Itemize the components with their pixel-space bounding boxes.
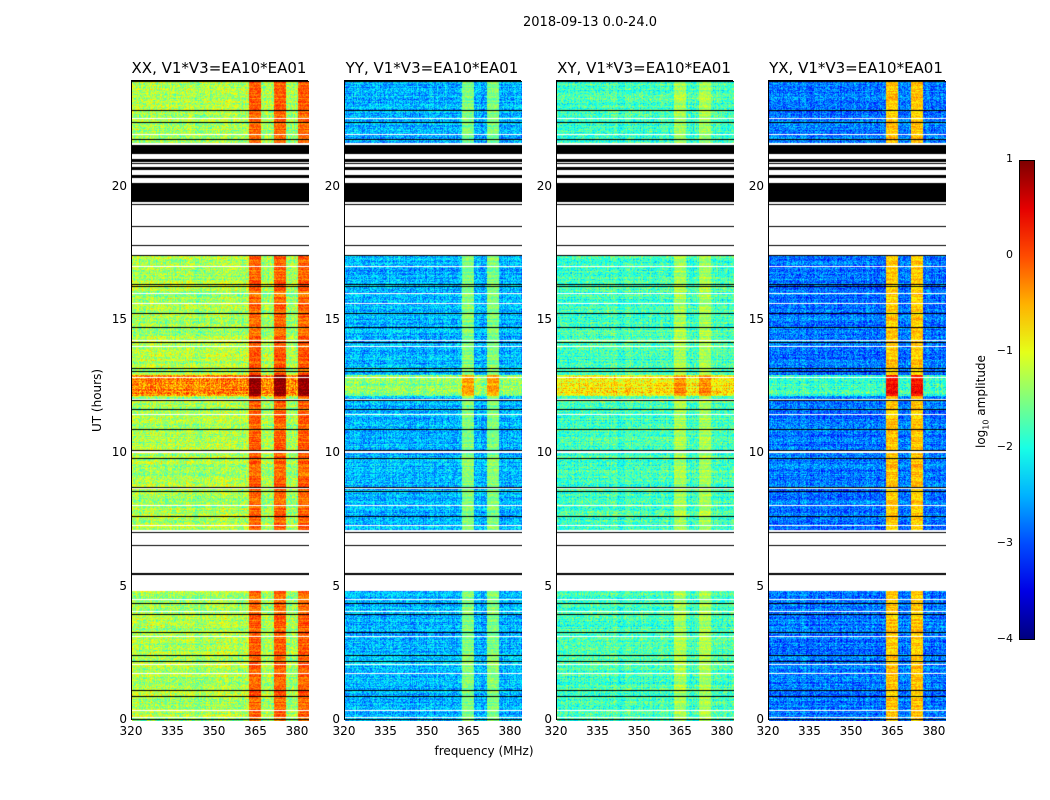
heatmap-panel xyxy=(556,80,734,721)
x-tick-label: 320 xyxy=(119,724,143,738)
panel-title: YY, V1*V3=EA10*EA01 xyxy=(345,59,519,77)
x-tick-label: 350 xyxy=(627,724,651,738)
y-tick-label: 10 xyxy=(536,445,552,460)
y-tick-label: 15 xyxy=(748,312,764,326)
y-tick-label: 0 xyxy=(119,712,127,726)
x-tick-label: 335 xyxy=(586,724,609,738)
x-tick-label: 335 xyxy=(374,724,397,738)
x-tick-label: 380 xyxy=(922,724,946,738)
heatmap-panel xyxy=(344,80,522,721)
y-tick-label: 20 xyxy=(324,178,340,193)
y-tick-label: 5 xyxy=(756,578,764,593)
panel-title: XY, V1*V3=EA10*EA01 xyxy=(557,59,731,77)
x-tick-label: 365 xyxy=(669,724,692,738)
x-axis-label: frequency (MHz) xyxy=(434,744,534,758)
heatmap-panel xyxy=(131,80,309,721)
colorbar-tick-label: −3 xyxy=(996,536,1013,549)
colorbar-tick-label: −1 xyxy=(996,344,1013,357)
x-tick-label: 320 xyxy=(544,724,568,738)
y-tick-label: 15 xyxy=(324,312,340,326)
x-tick-label: 380 xyxy=(710,724,734,738)
y-tick-label: 10 xyxy=(324,445,340,460)
heatmap-cells xyxy=(132,81,309,721)
colorbar-tick-label: −4 xyxy=(996,632,1013,645)
heatmap-cells xyxy=(769,81,946,721)
y-tick-label: 5 xyxy=(119,578,127,593)
x-tick-label: 320 xyxy=(756,724,780,738)
colorbar-tick-label: −2 xyxy=(996,440,1013,453)
x-tick-label: 350 xyxy=(415,724,439,738)
y-tick-label: 20 xyxy=(536,178,552,193)
colorbar-tick-label: 1 xyxy=(1006,152,1013,165)
y-tick-label: 15 xyxy=(536,312,552,326)
y-tick-label: 10 xyxy=(748,445,764,460)
y-tick-label: 20 xyxy=(111,178,127,193)
x-tick-label: 365 xyxy=(881,724,904,738)
x-tick-label: 365 xyxy=(244,724,267,738)
y-tick-label: 0 xyxy=(756,712,764,726)
x-tick-label: 350 xyxy=(202,724,226,738)
heatmap-cells xyxy=(557,81,734,721)
x-tick-label: 335 xyxy=(798,724,821,738)
x-tick-label: 350 xyxy=(839,724,863,738)
y-tick-label: 0 xyxy=(332,712,340,726)
x-tick-label: 320 xyxy=(332,724,356,738)
y-tick-label: 15 xyxy=(111,312,127,326)
colorbar-tick-label: 0 xyxy=(1006,248,1013,261)
y-tick-label: 10 xyxy=(111,445,127,460)
x-tick-label: 380 xyxy=(498,724,522,738)
figure-title: 2018-09-13 0.0-24.0 xyxy=(523,15,657,30)
heatmap-panel xyxy=(768,80,946,721)
y-tick-label: 5 xyxy=(332,578,340,593)
heatmap-cells xyxy=(345,81,522,721)
x-tick-label: 380 xyxy=(285,724,309,738)
y-tick-label: 20 xyxy=(748,178,764,193)
x-tick-label: 335 xyxy=(161,724,184,738)
colorbar xyxy=(1019,160,1035,640)
panel-title: XX, V1*V3=EA10*EA01 xyxy=(131,59,307,77)
colorbar-label: log10 amplitude xyxy=(974,355,991,448)
x-tick-label: 365 xyxy=(457,724,480,738)
y-tick-label: 0 xyxy=(544,712,552,726)
panel-title: YX, V1*V3=EA10*EA01 xyxy=(769,59,943,77)
y-axis-label: UT (hours) xyxy=(90,368,104,432)
y-tick-label: 5 xyxy=(544,578,552,593)
